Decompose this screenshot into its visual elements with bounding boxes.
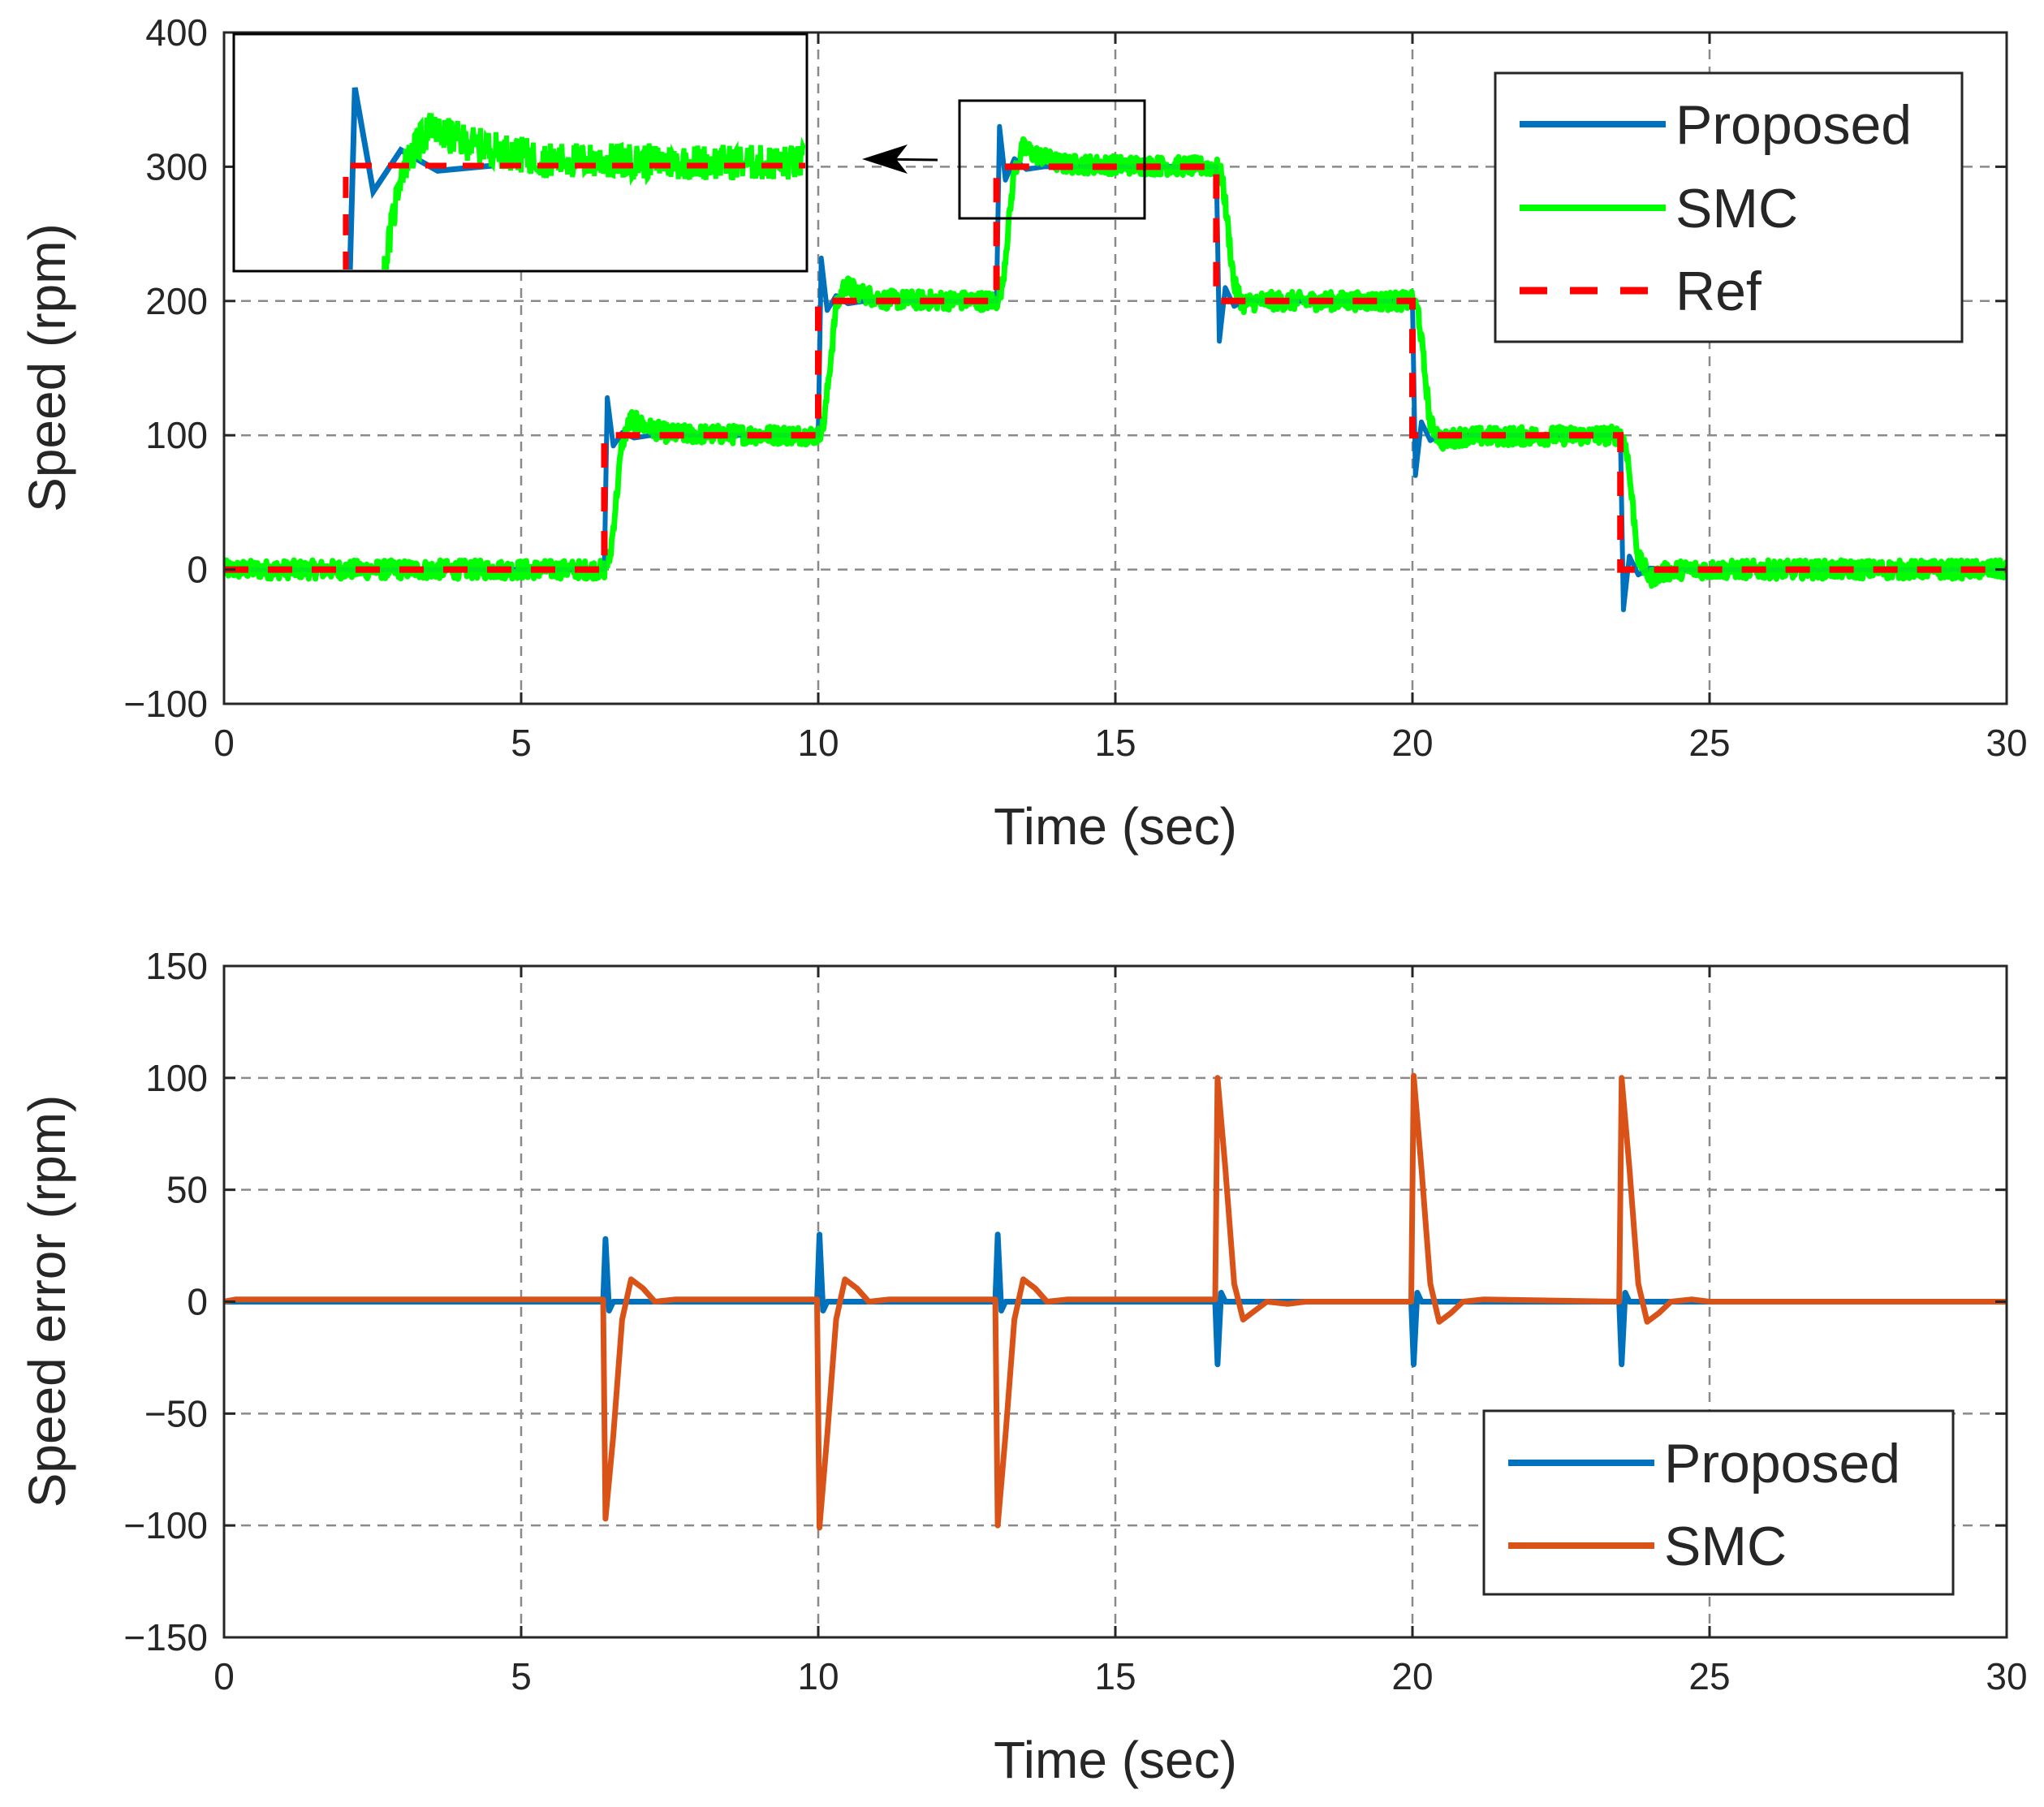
speed-xtick-label: 20	[1391, 722, 1433, 764]
speed-error-chart: 0 5 10 15 20 25 30 −150 −100 −50 0 50 100 150 Time (s…	[18, 945, 2028, 1789]
speed-ytick-label: 400	[145, 11, 208, 54]
inset-series-smc-line	[382, 111, 805, 270]
zoom-arrow	[862, 144, 938, 174]
speed-error-ytick-label: 0	[187, 1281, 208, 1323]
inset-series-proposed-line	[347, 87, 494, 270]
speed-error-ytick-label: 50	[166, 1169, 208, 1211]
speed-error-ytick-label: −150	[123, 1616, 208, 1658]
speed-error-chart-ticks: 0 5 10 15 20 25 30 −150 −100 −50 0 50 100 150	[123, 945, 2027, 1697]
legend-label-smc: SMC	[1664, 1516, 1787, 1577]
speed-error-xtick-label: 0	[213, 1655, 235, 1697]
speed-xtick-label: 25	[1688, 722, 1730, 764]
speed-chart-xlabel: Time (sec)	[994, 797, 1237, 856]
error-series-smc-line	[224, 1072, 2007, 1531]
speed-xtick-label: 15	[1094, 722, 1136, 764]
speed-chart-series	[224, 123, 2007, 613]
series-ref-line	[224, 163, 2007, 573]
speed-error-ytick-label: 150	[145, 945, 208, 987]
legend-label-smc: SMC	[1675, 178, 1798, 239]
speed-error-chart-ylabel: Speed error (rpm)	[18, 1095, 76, 1508]
speed-xtick-label: 0	[213, 722, 235, 764]
zoom-inset-series	[343, 87, 805, 270]
speed-error-chart-xlabel: Time (sec)	[994, 1731, 1237, 1789]
legend-label-proposed: Proposed	[1664, 1433, 1900, 1494]
speed-ytick-label: −100	[123, 683, 208, 725]
zoom-inset	[232, 32, 809, 273]
speed-error-ytick-label: −100	[123, 1504, 208, 1546]
speed-xtick-label: 10	[797, 722, 839, 764]
speed-error-ytick-label: 100	[145, 1057, 208, 1099]
speed-error-ytick-label: −50	[144, 1392, 208, 1434]
speed-error-xtick-label: 25	[1688, 1655, 1730, 1697]
legend-label-ref: Ref	[1675, 261, 1762, 322]
legend-label-proposed: Proposed	[1675, 94, 1912, 156]
speed-ytick-label: 0	[187, 549, 208, 591]
speed-ytick-label: 300	[145, 145, 208, 188]
speed-ytick-label: 100	[145, 414, 208, 456]
speed-chart-ylabel: Speed (rpm)	[18, 223, 76, 512]
speed-error-xtick-label: 30	[1986, 1655, 2027, 1697]
speed-xtick-label: 5	[511, 722, 532, 764]
speed-error-xtick-label: 20	[1391, 1655, 1433, 1697]
speed-error-chart-legend: Proposed SMC	[1482, 1409, 1955, 1596]
speed-error-chart-series	[224, 1072, 2007, 1531]
speed-error-xtick-label: 5	[511, 1655, 532, 1697]
speed-error-xtick-label: 15	[1094, 1655, 1136, 1697]
speed-error-xtick-label: 10	[797, 1655, 839, 1697]
zoom-region-box	[958, 99, 1146, 220]
speed-ytick-label: 200	[145, 280, 208, 322]
speed-chart-legend: Proposed SMC Ref	[1494, 71, 1964, 343]
speed-xtick-label: 30	[1986, 722, 2027, 764]
